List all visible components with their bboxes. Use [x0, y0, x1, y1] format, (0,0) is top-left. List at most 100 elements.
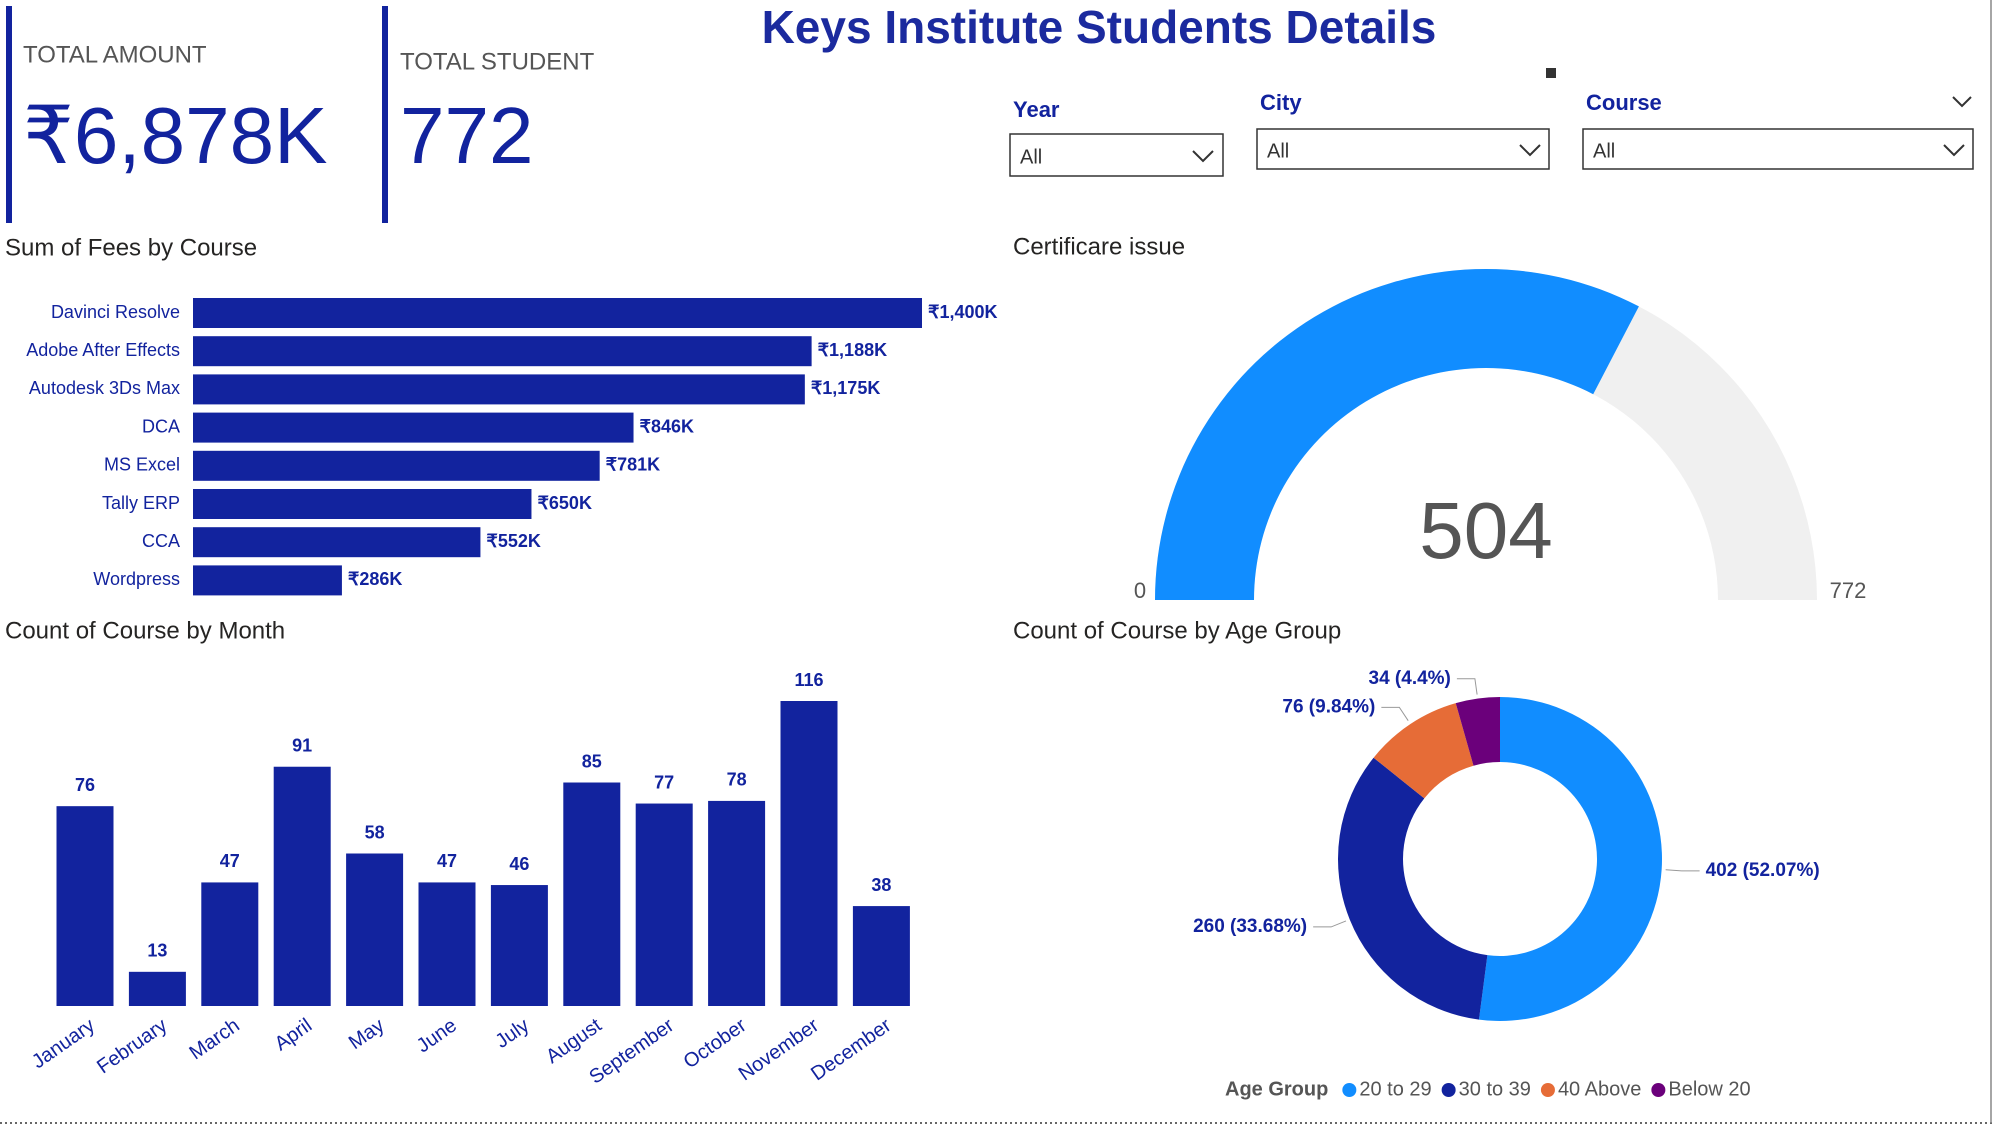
- chart-title: Count of Course by Age Group: [1013, 617, 1341, 644]
- chevron[interactable]: [1952, 96, 1972, 108]
- legend-marker: [1342, 1083, 1357, 1097]
- x-tick-label: December: [807, 1014, 895, 1085]
- slicer-box[interactable]: [1582, 128, 1974, 170]
- card-value: 772: [400, 91, 533, 180]
- x-tick-label: June: [413, 1014, 461, 1057]
- slicer-label: City: [1260, 90, 1302, 115]
- y-tick-label: DCA: [142, 416, 180, 436]
- data-label: 77: [654, 772, 674, 792]
- data-label: ₹286K: [348, 569, 402, 589]
- y-tick-label: CCA: [142, 531, 180, 551]
- y-tick-label: Adobe After Effects: [26, 340, 180, 360]
- bar: [193, 489, 532, 519]
- y-tick-label: Davinci Resolve: [51, 302, 180, 322]
- data-label: 58: [365, 822, 385, 842]
- bar: [193, 527, 481, 558]
- data-label: 47: [220, 851, 240, 871]
- leader-line: [1665, 869, 1700, 872]
- slicer-dropdown[interactable]: All: [1582, 128, 1974, 170]
- data-label: 76: [75, 775, 95, 795]
- x-tick-label: April: [271, 1014, 316, 1055]
- slicer-box[interactable]: [1009, 133, 1224, 177]
- slicer-box[interactable]: [1256, 128, 1550, 170]
- data-label: ₹552K: [486, 531, 540, 551]
- x-tick-label: August: [542, 1014, 606, 1068]
- slicer-value[interactable]: All: [1020, 146, 1042, 168]
- data-label: 78: [727, 770, 747, 790]
- bar: [635, 803, 693, 1006]
- legend-title: Age Group: [1225, 1078, 1328, 1100]
- chevron[interactable]: [1519, 144, 1541, 157]
- card-value: ₹6,878K: [23, 91, 327, 180]
- y-tick-label: Tally ERP: [102, 493, 180, 513]
- gauge-max-label: 772: [1830, 578, 1867, 603]
- data-label: 13: [147, 941, 167, 961]
- x-tick-label: May: [345, 1014, 389, 1054]
- slicer-dropdown[interactable]: All: [1256, 128, 1550, 170]
- bar: [346, 853, 404, 1006]
- bar: [193, 374, 805, 405]
- dashboard-title: Keys Institute Students Details: [762, 1, 1437, 53]
- card-accent: [382, 6, 388, 223]
- legend-marker: [1651, 1083, 1666, 1097]
- donut-slice: [1455, 697, 1500, 766]
- legend-label: 40 Above: [1558, 1078, 1641, 1100]
- card-accent: [6, 6, 12, 223]
- bar: [56, 806, 114, 1006]
- leader-line: [1313, 920, 1347, 928]
- bar: [780, 701, 838, 1006]
- bar: [273, 766, 331, 1006]
- bar: [193, 412, 634, 443]
- chart-title: Sum of Fees by Course: [5, 234, 257, 261]
- slicer-dropdown[interactable]: All: [1009, 133, 1224, 177]
- data-label: ₹1,400K: [928, 302, 998, 322]
- slicer-label: Course: [1586, 90, 1662, 115]
- data-label: ₹846K: [640, 416, 694, 436]
- x-tick-label: January: [28, 1014, 99, 1073]
- gauge-value: [1155, 268, 1639, 600]
- bar: [193, 298, 922, 328]
- card-label: TOTAL STUDENT: [400, 48, 595, 75]
- bar: [852, 906, 910, 1006]
- gauge-min-label: 0: [1134, 578, 1146, 603]
- data-label: 85: [582, 751, 602, 771]
- leader-line: [1381, 706, 1409, 721]
- donut-slice: [1478, 697, 1663, 1021]
- bar: [490, 885, 548, 1006]
- bar: [193, 336, 812, 367]
- bar: [418, 882, 476, 1006]
- bar: [128, 971, 186, 1006]
- y-tick-label: MS Excel: [104, 455, 180, 475]
- bar: [193, 450, 600, 481]
- bar: [193, 565, 342, 596]
- legend-label: Below 20: [1668, 1078, 1750, 1100]
- x-tick-label: February: [93, 1014, 171, 1078]
- data-label: ₹650K: [537, 493, 591, 513]
- chart-title: Certificare issue: [1013, 233, 1185, 260]
- data-label: ₹781K: [606, 455, 660, 475]
- data-label: ₹1,175K: [811, 378, 881, 398]
- data-label: 260 (33.68%): [1193, 916, 1307, 937]
- data-label: 76 (9.84%): [1282, 696, 1375, 717]
- y-tick-label: Wordpress: [93, 569, 180, 589]
- donut-slice: [1338, 757, 1488, 1020]
- chevron[interactable]: [1192, 150, 1214, 163]
- leader-line: [1456, 678, 1478, 695]
- data-label: 34 (4.4%): [1369, 668, 1451, 689]
- legend-label: 20 to 29: [1359, 1078, 1431, 1100]
- slicer-value[interactable]: All: [1267, 140, 1289, 162]
- y-tick-label: Autodesk 3Ds Max: [29, 378, 180, 398]
- data-label: ₹1,188K: [818, 340, 888, 360]
- slicer-label: Year: [1013, 97, 1060, 122]
- data-label: 46: [509, 854, 529, 874]
- data-label: 402 (52.07%): [1706, 860, 1820, 881]
- slicer-value[interactable]: All: [1593, 140, 1615, 162]
- data-label: 91: [292, 735, 312, 755]
- chevron[interactable]: [1943, 144, 1965, 157]
- donut-slice: [1373, 703, 1474, 799]
- data-label: 47: [437, 851, 457, 871]
- bar: [708, 800, 766, 1006]
- gauge-value-label: 504: [1419, 486, 1552, 575]
